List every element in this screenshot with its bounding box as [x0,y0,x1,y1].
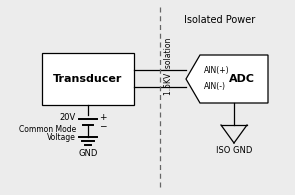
Text: AIN(-): AIN(-) [204,82,226,91]
Text: Transducer: Transducer [53,74,123,84]
Text: GND: GND [78,149,98,158]
Text: Common Mode: Common Mode [19,126,76,135]
Text: ISO GND: ISO GND [216,146,252,155]
Text: 20V: 20V [60,113,76,122]
Text: Voltage: Voltage [47,132,76,142]
Bar [42,53,134,105]
Text: −: − [99,121,106,130]
Text: 1.5KV Isolation: 1.5KV Isolation [164,38,173,95]
Text: AIN(+): AIN(+) [204,66,230,74]
Text: Isolated Power: Isolated Power [184,15,256,25]
Text: +: + [99,113,106,122]
Text: ADC: ADC [229,74,255,84]
Polygon shape [186,55,268,103]
